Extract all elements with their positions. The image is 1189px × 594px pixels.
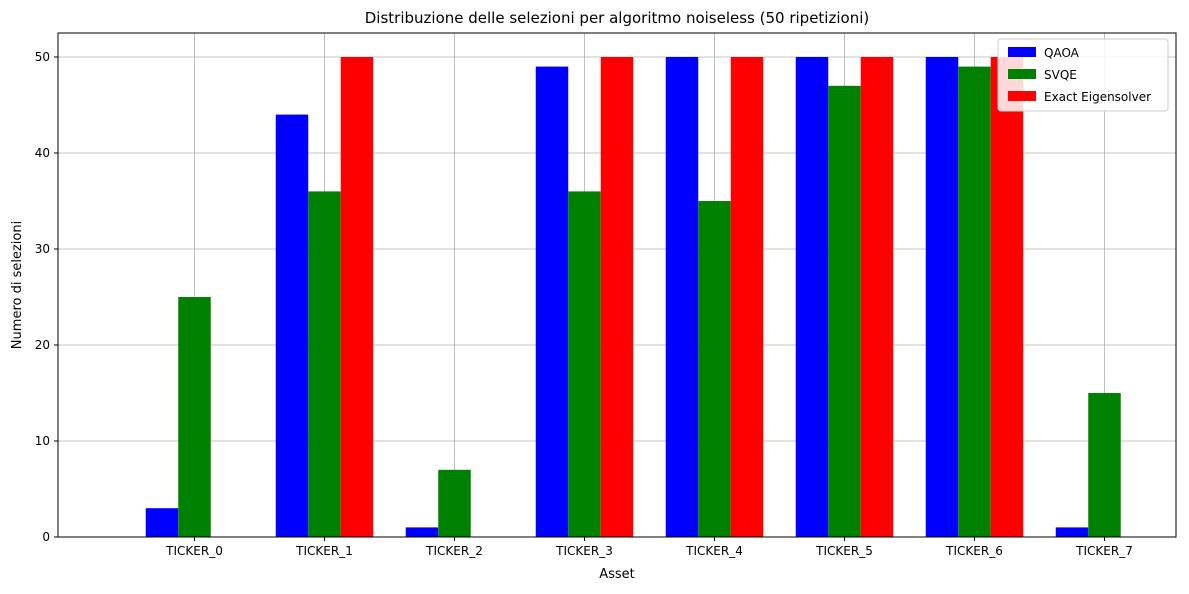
bar-qaoa-ticker_3 [535,66,569,537]
bar-qaoa-ticker_2 [405,527,439,537]
y-tick-label: 0 [42,530,50,544]
bar-svqe-ticker_5 [828,85,861,538]
bar-svqe-ticker_0 [178,297,211,537]
x-tick-label: TICKER_1 [295,544,353,558]
bar-svqe-ticker_7 [1088,393,1121,537]
legend-label: Exact Eigensolver [1044,90,1151,104]
bar-svqe-ticker_6 [958,66,991,537]
legend-swatch [1008,47,1036,57]
x-tick-label: TICKER_3 [555,544,613,558]
bar-exact-eigensolver-ticker_4 [730,57,764,537]
y-axis: 0 10 20 30 40 50 [35,50,58,544]
y-axis-label: Numero di selezioni [10,221,25,349]
x-axis-label: Asset [599,567,635,582]
y-tick-label: 50 [35,50,50,64]
x-tick-label: TICKER_2 [425,544,483,558]
x-tick-label: TICKER_6 [945,544,1003,558]
bar-svqe-ticker_4 [698,201,731,537]
legend-box [997,38,1169,112]
legend: QAOA SVQE Exact Eigensolver [997,38,1169,112]
x-tick-label: TICKER_5 [815,544,873,558]
legend-swatch [1008,69,1036,79]
legend-label: QAOA [1044,46,1080,60]
bar-exact-eigensolver-ticker_1 [340,57,374,537]
plot-frame [57,32,1177,538]
bar-qaoa-ticker_0 [145,508,179,537]
bar-qaoa-ticker_4 [665,57,699,537]
bar-qaoa-ticker_7 [1055,527,1089,537]
y-tick-label: 30 [35,242,50,256]
y-tick-label: 40 [35,146,50,160]
y-tick-label: 10 [35,434,50,448]
bar-exact-eigensolver-ticker_6 [990,57,1024,537]
bar-exact-eigensolver-ticker_5 [860,57,894,537]
x-tick-label: TICKER_7 [1075,544,1133,558]
bar-svqe-ticker_2 [438,469,471,537]
bar-svqe-ticker_1 [308,191,341,537]
bar-qaoa-ticker_1 [275,114,309,537]
x-tick-label: TICKER_0 [165,544,223,558]
legend-label: SVQE [1044,68,1077,82]
bar-qaoa-ticker_6 [925,57,959,537]
y-tick-label: 20 [35,338,50,352]
bar-svqe-ticker_3 [568,191,601,537]
x-tick-label: TICKER_4 [685,544,743,558]
legend-swatch [1008,91,1036,101]
chart-title: Distribuzione delle selezioni per algori… [365,9,869,27]
bar-qaoa-ticker_5 [795,57,829,537]
bar-exact-eigensolver-ticker_3 [600,57,634,537]
x-axis: TICKER_0 TICKER_1 TICKER_2 TICKER_3 TICKER_4… [165,537,1133,558]
bars [145,57,1121,538]
